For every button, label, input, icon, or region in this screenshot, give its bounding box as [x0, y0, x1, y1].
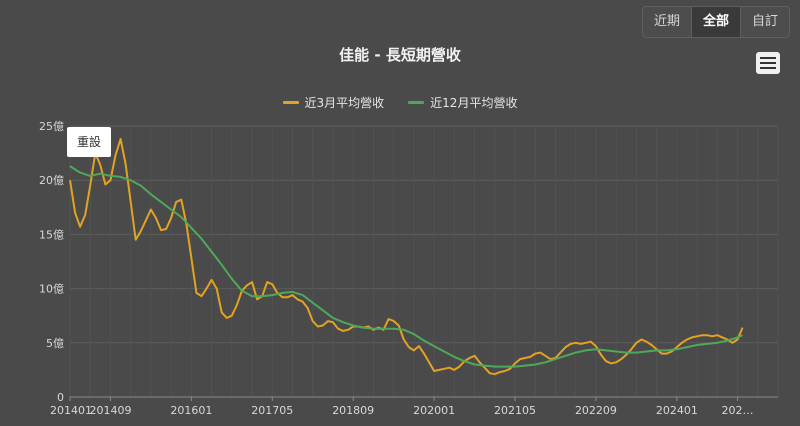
x-tick-label: 201601 — [170, 404, 212, 417]
y-tick-label: 0 — [57, 391, 64, 404]
y-tick-label: 25億 — [39, 120, 64, 133]
legend-item-12m[interactable]: 近12月平均營收 — [408, 94, 517, 111]
legend-swatch-3m — [282, 101, 299, 104]
y-tick-label: 15億 — [39, 228, 64, 241]
x-tick-label: 202209 — [575, 404, 617, 417]
x-tick-label: 202001 — [413, 404, 455, 417]
hamburger-menu-icon[interactable] — [756, 52, 780, 74]
legend-item-3m[interactable]: 近3月平均營收 — [282, 94, 385, 111]
y-tick-label: 10億 — [39, 283, 64, 296]
legend-label-3m: 近3月平均營收 — [304, 96, 385, 110]
x-tick-label: 201809 — [332, 404, 374, 417]
range-button-custom[interactable]: 自訂 — [740, 7, 789, 37]
x-tick-label: 201401 — [50, 404, 92, 417]
range-button-recent[interactable]: 近期 — [653, 14, 680, 29]
reset-zoom-button[interactable]: 重設 — [67, 127, 111, 157]
series-line-3m — [69, 138, 744, 376]
x-tick-label: 201409 — [89, 404, 131, 417]
x-tick-label: 202… — [722, 404, 754, 417]
chart-title: 佳能 - 長短期營收 — [339, 46, 461, 64]
x-tick-label: 202105 — [494, 404, 536, 417]
series-line-12m — [69, 165, 743, 368]
legend-swatch-12m — [408, 101, 425, 104]
y-tick-label: 20億 — [39, 174, 64, 187]
legend-label-12m: 近12月平均營收 — [430, 96, 518, 110]
range-selector: 近期 全部 自訂 — [642, 6, 790, 38]
x-tick-label: 201705 — [251, 404, 293, 417]
range-button-all[interactable]: 全部 — [691, 7, 740, 37]
y-tick-label: 5億 — [46, 337, 64, 350]
x-tick-label: 202401 — [656, 404, 698, 417]
chart-legend: 近3月平均營收 近12月平均營收 — [0, 94, 800, 111]
